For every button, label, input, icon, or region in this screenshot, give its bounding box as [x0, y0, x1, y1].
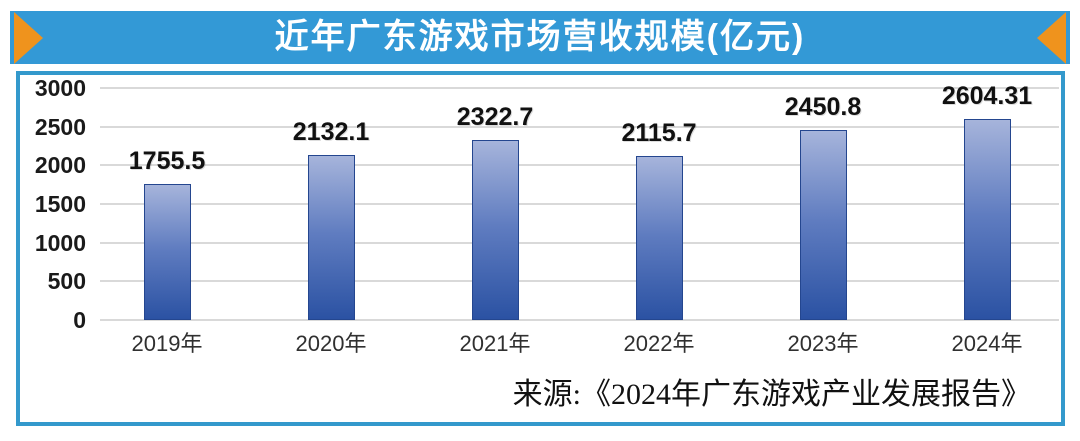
gridline [100, 164, 1059, 167]
bar [963, 118, 1011, 320]
title-banner: 近年广东游戏市场营收规模(亿元) [10, 11, 1070, 64]
bar [471, 140, 519, 320]
gridline [100, 241, 1059, 244]
left-arrow-icon [14, 11, 43, 64]
gridline [100, 203, 1059, 205]
bar-value-label: 2604.31 [941, 81, 1033, 110]
bar-value-label: 2115.7 [621, 119, 697, 148]
bar-chart: 0 500 1000 1500 2000 2500 3000 1755.5 2019年 2132.… [20, 75, 1061, 422]
x-tick-label: 2020年 [295, 331, 367, 356]
bar [307, 155, 355, 320]
y-tick-label: 1000 [34, 229, 86, 256]
y-tick-label: 1500 [34, 191, 86, 217]
x-tick-label: 2022年 [623, 331, 695, 356]
x-tick-label: 2019年 [131, 331, 203, 356]
y-tick-label: 0 [73, 307, 86, 333]
x-tick-label: 2023年 [787, 331, 859, 356]
bar [143, 184, 191, 320]
page-title: 近年广东游戏市场营收规模(亿元) [274, 18, 806, 56]
source-note: 来源:《2024年广东游戏产业发展报告》 [512, 378, 1031, 411]
bar-value-label: 2132.1 [292, 118, 370, 147]
gridline [100, 87, 1059, 89]
gridline [100, 280, 1059, 283]
bar-value-label: 2450.8 [784, 93, 862, 122]
x-tick-label: 2021年 [459, 331, 531, 356]
bar [799, 130, 847, 320]
bar-value-label: 2322.7 [456, 103, 534, 132]
y-tick-label: 3000 [34, 75, 86, 101]
y-tick-label: 2000 [34, 152, 86, 179]
gridline [100, 319, 1059, 321]
x-tick-label: 2024年 [951, 331, 1023, 356]
gridline [100, 125, 1059, 128]
bar [635, 156, 683, 320]
right-arrow-icon [1037, 11, 1066, 64]
chart-area: 0 500 1000 1500 2000 2500 3000 1755.5 2019年 2132.… [16, 71, 1065, 426]
y-tick-label: 2500 [34, 113, 86, 140]
y-tick-label: 500 [47, 268, 86, 295]
bar-value-label: 1755.5 [128, 147, 206, 176]
